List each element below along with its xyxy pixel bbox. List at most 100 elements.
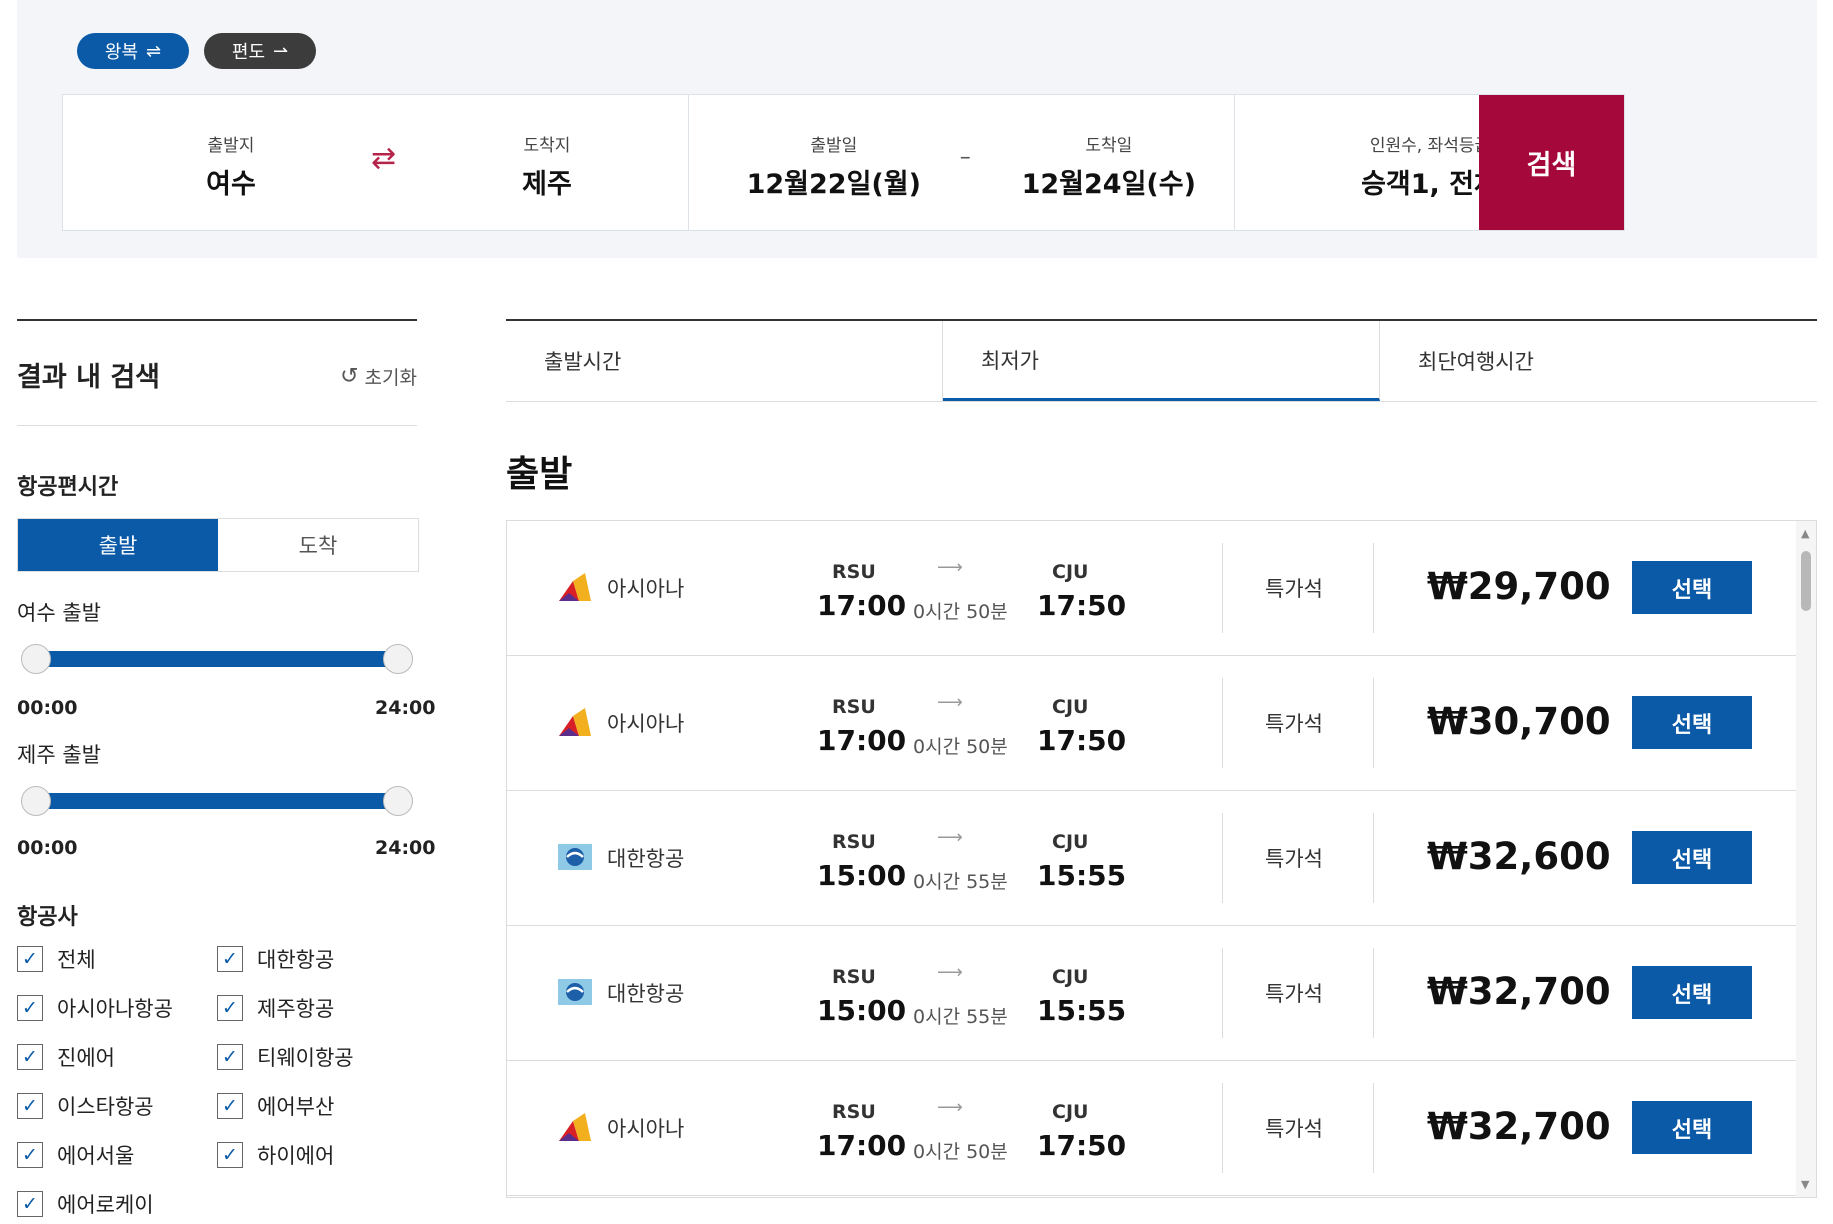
slider-handle-min[interactable]	[21, 786, 51, 816]
slider-handle-max[interactable]	[383, 786, 413, 816]
sort-tab-shortest-duration[interactable]: 최단여행시간	[1418, 350, 1534, 374]
flight-row: 아시아나 RSU 17:00 ⟶ 0시간 50분 CJU 17:50 특가석 ₩…	[507, 521, 1797, 656]
round-trip-toggle[interactable]: 왕복 ⇌	[77, 33, 189, 69]
tab-departure[interactable]: 출발	[18, 519, 218, 571]
airline-checkbox-eastar[interactable]: ✓ 이스타항공	[17, 1091, 154, 1121]
date-separator: –	[959, 145, 971, 170]
search-button[interactable]: 검색	[1479, 95, 1624, 230]
airline-checkbox-all[interactable]: ✓ 전체	[17, 944, 96, 974]
airline-checkbox-asiana[interactable]: ✓ 아시아나항공	[17, 993, 173, 1023]
checkbox-checked-icon[interactable]: ✓	[217, 946, 243, 972]
depart-date-field[interactable]: 출발일 12월22일(월)	[734, 131, 934, 201]
origin-field[interactable]: 출발지 여수	[171, 131, 291, 201]
passenger-label: 인원수, 좌석등급	[1369, 136, 1491, 156]
flight-duration: 0시간 55분	[913, 1006, 1008, 1028]
tab-arrival[interactable]: 도착	[218, 519, 418, 571]
select-flight-button[interactable]: 선택	[1632, 561, 1752, 614]
reset-button[interactable]: ↺ 초기화	[340, 363, 417, 390]
select-flight-button[interactable]: 선택	[1632, 696, 1752, 749]
select-flight-button[interactable]: 선택	[1632, 966, 1752, 1019]
checkbox-checked-icon[interactable]: ✓	[217, 1044, 243, 1070]
departure-time: 17:00	[817, 1129, 907, 1162]
scroll-down-icon[interactable]: ▼	[1801, 1178, 1810, 1191]
checkbox-checked-icon[interactable]: ✓	[17, 995, 43, 1021]
flight-list-scrollbar[interactable]: ▲ ▼	[1796, 521, 1816, 1197]
destination-value: 제주	[522, 169, 572, 200]
checkbox-checked-icon[interactable]: ✓	[217, 995, 243, 1021]
arrival-time: 17:50	[1037, 589, 1127, 622]
arrival-time: 17:50	[1037, 724, 1127, 757]
checkbox-checked-icon[interactable]: ✓	[217, 1142, 243, 1168]
airline-checkbox-label: 제주항공	[257, 997, 335, 1021]
arrival-airport-code: CJU	[1052, 1101, 1089, 1123]
flight-row: 아시아나 RSU 17:00 ⟶ 0시간 50분 CJU 17:50 특가석 ₩…	[507, 1061, 1797, 1196]
checkbox-checked-icon[interactable]: ✓	[217, 1093, 243, 1119]
flight-row: 아시아나 RSU 17:00 ⟶ 0시간 50분 CJU 17:50 특가석 ₩…	[507, 656, 1797, 791]
airline-checkbox-label: 대한항공	[257, 948, 335, 972]
airline-checkbox-korean-air[interactable]: ✓ 대한항공	[217, 944, 334, 974]
scrollbar-thumb[interactable]	[1801, 551, 1811, 611]
seat-class: 특가석	[1265, 577, 1323, 601]
origin-value: 여수	[206, 169, 256, 200]
airline-checkbox-air-busan[interactable]: ✓ 에어부산	[217, 1091, 334, 1121]
airline-checkbox-hi-air[interactable]: ✓ 하이에어	[217, 1140, 334, 1170]
flight-duration: 0시간 50분	[913, 601, 1008, 623]
airline-checkbox-jin-air[interactable]: ✓ 진에어	[17, 1042, 115, 1072]
column-divider	[1373, 543, 1374, 633]
checkbox-checked-icon[interactable]: ✓	[17, 1142, 43, 1168]
scroll-up-icon[interactable]: ▲	[1801, 527, 1810, 540]
one-way-icon: ⇀	[273, 40, 289, 62]
column-divider	[1222, 813, 1223, 903]
round-trip-icon: ⇌	[146, 40, 162, 62]
airline-name: 대한항공	[607, 982, 685, 1006]
airline-checkbox-label: 에어서울	[57, 1144, 135, 1168]
select-flight-button[interactable]: 선택	[1632, 831, 1752, 884]
checkbox-checked-icon[interactable]: ✓	[17, 1044, 43, 1070]
range-label-destination: 제주 출발	[17, 743, 101, 767]
airline-checkbox-label: 티웨이항공	[257, 1046, 354, 1070]
fare-price: ₩29,700	[1427, 565, 1611, 608]
fare-price: ₩32,700	[1427, 1105, 1611, 1148]
slider-handle-max[interactable]	[383, 644, 413, 674]
airline-checkbox-aero-k[interactable]: ✓ 에어로케이	[17, 1189, 154, 1219]
flight-row: 대한항공 RSU 15:00 ⟶ 0시간 55분 CJU 15:55 특가석 ₩…	[507, 791, 1797, 926]
arrival-time: 17:50	[1037, 1129, 1127, 1162]
flight-duration: 0시간 50분	[913, 736, 1008, 758]
flight-time-title: 항공편시간	[17, 475, 119, 500]
column-divider	[1373, 813, 1374, 903]
seat-class: 특가석	[1265, 982, 1323, 1006]
checkbox-checked-icon[interactable]: ✓	[17, 1191, 43, 1217]
arrival-time: 15:55	[1037, 994, 1127, 1027]
range-label-origin: 여수 출발	[17, 601, 101, 625]
korean-air-logo-icon	[558, 844, 592, 870]
airline-checkbox-tway[interactable]: ✓ 티웨이항공	[217, 1042, 354, 1072]
airline-checkbox-jeju-air[interactable]: ✓ 제주항공	[217, 993, 334, 1023]
fare-price: ₩30,700	[1427, 700, 1611, 743]
return-date-label: 도착일	[1085, 136, 1133, 156]
slider-handle-min[interactable]	[21, 644, 51, 674]
flight-duration: 0시간 50분	[913, 1141, 1008, 1163]
return-date-field[interactable]: 도착일 12월24일(수)	[1009, 131, 1209, 201]
checkbox-checked-icon[interactable]: ✓	[17, 1093, 43, 1119]
sort-tab-lowest-price[interactable]: 최저가	[943, 321, 1380, 401]
time-slider-origin[interactable]	[21, 644, 413, 674]
route-section: 출발지 여수 ⇄ 도착지 제주	[63, 95, 689, 230]
fare-price: ₩32,600	[1427, 835, 1611, 878]
one-way-toggle[interactable]: 편도 ⇀	[204, 33, 316, 69]
airline-checkbox-air-seoul[interactable]: ✓ 에어서울	[17, 1140, 134, 1170]
sort-tab-departure-time[interactable]: 출발시간	[506, 321, 943, 401]
column-divider	[1373, 1083, 1374, 1173]
checkbox-checked-icon[interactable]: ✓	[17, 946, 43, 972]
select-flight-button[interactable]: 선택	[1632, 1101, 1752, 1154]
asiana-logo-icon	[559, 708, 591, 736]
destination-field[interactable]: 도착지 제주	[487, 131, 607, 201]
passenger-field[interactable]: 인원수, 좌석등급 승객1, 전체	[1300, 131, 1560, 201]
depart-date-label: 출발일	[810, 136, 858, 156]
departure-airport-code: RSU	[832, 561, 876, 583]
time-slider-destination[interactable]	[21, 786, 413, 816]
time-tabs: 출발 도착	[17, 518, 419, 572]
sidebar-title: 결과 내 검색	[17, 362, 160, 393]
column-divider	[1222, 948, 1223, 1038]
arrival-time: 15:55	[1037, 859, 1127, 892]
swap-icon[interactable]: ⇄	[371, 141, 397, 176]
